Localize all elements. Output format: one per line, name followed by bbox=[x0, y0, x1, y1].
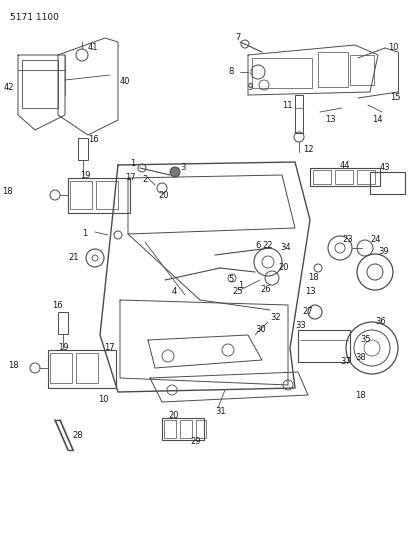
Text: 12: 12 bbox=[303, 146, 313, 155]
Text: 38: 38 bbox=[355, 353, 366, 362]
Text: 29: 29 bbox=[190, 438, 200, 447]
Text: 5171 1100: 5171 1100 bbox=[10, 13, 59, 22]
Bar bbox=[70, 181, 92, 209]
Text: 44: 44 bbox=[340, 160, 350, 169]
Text: 28: 28 bbox=[72, 431, 83, 440]
Text: 1: 1 bbox=[130, 158, 135, 167]
Text: 20: 20 bbox=[278, 263, 288, 272]
Bar bbox=[22, 60, 58, 108]
Text: 13: 13 bbox=[305, 287, 316, 296]
Text: 9: 9 bbox=[248, 83, 253, 92]
Text: 30: 30 bbox=[255, 326, 266, 335]
Text: 13: 13 bbox=[325, 116, 336, 125]
Text: 22: 22 bbox=[262, 240, 273, 249]
Text: 19: 19 bbox=[58, 343, 69, 351]
Text: 19: 19 bbox=[80, 171, 91, 180]
Bar bbox=[48, 350, 116, 388]
Circle shape bbox=[170, 167, 180, 177]
Bar bbox=[68, 178, 130, 213]
Bar bbox=[335, 170, 353, 184]
Bar bbox=[350, 55, 374, 85]
Text: 4: 4 bbox=[172, 287, 177, 296]
Text: 5: 5 bbox=[228, 276, 233, 285]
Text: 18: 18 bbox=[355, 391, 366, 400]
Text: 33: 33 bbox=[295, 320, 306, 329]
Bar bbox=[196, 420, 206, 438]
Text: 25: 25 bbox=[232, 287, 242, 296]
Text: 35: 35 bbox=[360, 335, 370, 344]
Text: 18: 18 bbox=[8, 360, 19, 369]
Text: 18: 18 bbox=[308, 273, 319, 282]
Text: 39: 39 bbox=[378, 247, 389, 256]
Bar bbox=[50, 353, 72, 383]
Bar bbox=[96, 181, 118, 209]
Text: 31: 31 bbox=[215, 408, 226, 416]
Bar bbox=[164, 420, 176, 438]
Text: 32: 32 bbox=[270, 313, 281, 322]
Text: 6: 6 bbox=[255, 241, 260, 251]
Text: 7: 7 bbox=[235, 34, 240, 43]
Bar bbox=[295, 95, 303, 133]
Text: 16: 16 bbox=[52, 301, 62, 310]
Bar bbox=[76, 353, 98, 383]
Bar bbox=[298, 330, 350, 362]
Text: 8: 8 bbox=[228, 68, 233, 77]
Bar bbox=[357, 170, 375, 184]
Text: 2: 2 bbox=[142, 175, 147, 184]
Text: 21: 21 bbox=[68, 254, 78, 262]
Bar bbox=[370, 172, 405, 194]
Text: 18: 18 bbox=[2, 188, 13, 197]
Text: 15: 15 bbox=[390, 93, 401, 101]
Text: 1: 1 bbox=[82, 229, 87, 238]
Text: 16: 16 bbox=[88, 135, 99, 144]
Text: 40: 40 bbox=[120, 77, 131, 86]
Text: 23: 23 bbox=[342, 236, 353, 245]
Bar bbox=[310, 168, 380, 186]
Text: 3: 3 bbox=[180, 164, 185, 173]
Bar bbox=[313, 170, 331, 184]
Text: 24: 24 bbox=[370, 236, 381, 245]
Text: 10: 10 bbox=[388, 44, 399, 52]
Text: 17: 17 bbox=[125, 174, 135, 182]
Text: 1: 1 bbox=[238, 281, 243, 290]
Text: 43: 43 bbox=[380, 164, 390, 173]
Text: 41: 41 bbox=[88, 44, 98, 52]
Text: 20: 20 bbox=[158, 190, 169, 199]
Text: 27: 27 bbox=[302, 308, 313, 317]
Text: 14: 14 bbox=[372, 116, 383, 125]
Bar bbox=[58, 312, 68, 334]
Bar bbox=[180, 420, 192, 438]
Text: 20: 20 bbox=[168, 410, 179, 419]
Text: 17: 17 bbox=[104, 343, 115, 352]
Text: 42: 42 bbox=[4, 84, 15, 93]
Text: 11: 11 bbox=[282, 101, 293, 109]
Bar bbox=[252, 58, 312, 88]
Text: 34: 34 bbox=[280, 244, 290, 253]
Text: 26: 26 bbox=[260, 286, 271, 295]
Bar bbox=[318, 52, 348, 87]
Text: 36: 36 bbox=[375, 318, 386, 327]
Text: 10: 10 bbox=[98, 395, 109, 405]
Bar bbox=[162, 418, 204, 440]
Bar bbox=[78, 138, 88, 160]
Text: 37: 37 bbox=[340, 358, 351, 367]
